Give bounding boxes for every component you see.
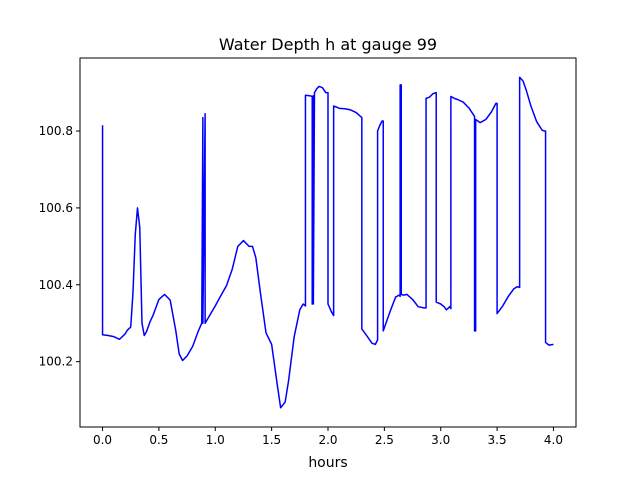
x-axis-ticks: 0.0 0.5 1.0 1.5 2.0 2.5 3.0 3.5 4.0 [93,427,563,447]
series-line-1 [101,76,554,409]
y-axis-ticks: 100.2 100.4 100.6 100.8 [39,124,80,369]
x-tick-label: 2.0 [318,433,337,447]
x-tick-label: 3.0 [431,433,450,447]
x-tick-label: 0.0 [93,433,112,447]
y-tick-label: 100.2 [39,355,73,369]
x-tick-label: 1.0 [206,433,225,447]
x-tick-label: 0.5 [149,433,168,447]
x-tick-label: 3.5 [488,433,507,447]
y-tick-label: 100.4 [39,278,73,292]
y-tick-label: 100.6 [39,201,73,215]
x-tick-label: 4.0 [544,433,563,447]
y-tick-label: 100.8 [39,124,73,138]
chart-title: Water Depth h at gauge 99 [219,35,437,54]
x-tick-label: 2.5 [375,433,394,447]
x-tick-label: 1.5 [262,433,281,447]
x-axis-label: hours [308,455,347,471]
